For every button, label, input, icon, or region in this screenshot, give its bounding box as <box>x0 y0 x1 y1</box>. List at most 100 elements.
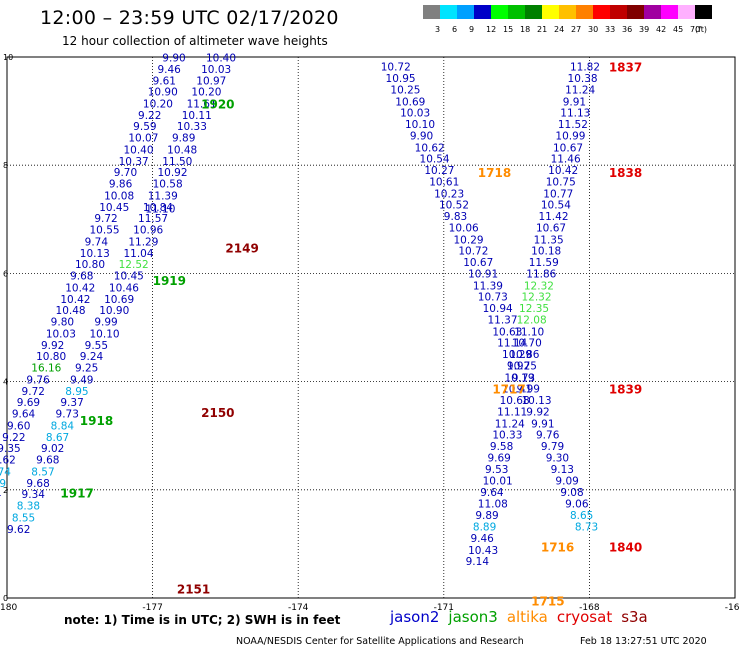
wave-height-value: 12.52 <box>119 259 149 271</box>
wave-height-value: 10.48 <box>56 305 86 317</box>
colorbar-swatch <box>695 5 712 19</box>
legend-item-s3a: s3a <box>621 608 648 626</box>
wave-height-value: 10.42 <box>548 165 578 177</box>
wave-height-value: 9.99 <box>517 384 540 396</box>
wave-height-value: 12.35 <box>519 303 549 315</box>
legend-item-cryosat: cryosat <box>556 608 613 626</box>
wave-height-value: 10.54 <box>420 154 450 166</box>
colorbar-label: 6 <box>452 25 458 34</box>
wave-height-value: 9.89 <box>172 133 195 145</box>
wave-height-value: 9.79 <box>541 441 564 453</box>
wave-height-value: 10.10 <box>405 119 435 131</box>
wave-height-value: 11.46 <box>551 154 581 166</box>
wave-height-value: 10.38 <box>568 73 598 85</box>
wave-height-value: 9.22 <box>2 432 25 444</box>
wave-height-value: 8.65 <box>570 510 593 522</box>
pass-time-label: 1716 <box>541 541 574 555</box>
wave-height-value: 10.58 <box>153 179 183 191</box>
y-tick-label: 8 <box>3 161 8 170</box>
wave-height-value: 11.24 <box>495 418 525 430</box>
wave-height-value: 11.13 <box>560 108 590 120</box>
wave-height-value: 9.24 <box>80 351 104 363</box>
wave-height-value: 8.73 <box>575 522 598 534</box>
wave-height-value: 9.91 <box>563 96 586 108</box>
wave-height-value: 10.03 <box>201 64 231 76</box>
colorbar-label: 70 <box>690 25 701 34</box>
wave-height-value: 9.91 <box>531 418 554 430</box>
colorbar-swatch <box>678 5 695 19</box>
wave-height-value: 10.20 <box>143 99 173 111</box>
x-tick-label: -168 <box>579 603 600 613</box>
wave-height-value: 10.42 <box>65 282 95 294</box>
wave-height-value: 10.67 <box>463 257 493 269</box>
colorbar-swatch <box>661 5 678 19</box>
wave-height-value: 10.19 <box>504 372 534 384</box>
page-subtitle: 12 hour collection of altimeter wave hei… <box>62 34 328 48</box>
x-tick-label: -165 <box>725 603 740 613</box>
wave-height-value: 10.96 <box>133 225 163 237</box>
wave-height-value: 9.72 <box>94 213 117 225</box>
wave-height-value: 10.75 <box>546 176 576 188</box>
wave-height-value: 9.72 <box>22 386 45 398</box>
wave-height-value: 10.72 <box>381 62 411 74</box>
wave-height-value: 10.72 <box>458 246 488 258</box>
wave-height-value: 11.57 <box>138 213 168 225</box>
wave-height-value: 10.25 <box>507 360 537 372</box>
wave-height-value: 9.34 <box>22 489 46 501</box>
wave-height-value: 11.42 <box>538 211 568 223</box>
wave-height-value: 10.27 <box>424 165 454 177</box>
wave-height-value: 9.62 <box>0 455 16 467</box>
wave-height-value: 11.10 <box>514 326 544 338</box>
x-tick-label: -171 <box>434 603 454 613</box>
colorbar-swatch <box>559 5 576 19</box>
colorbar-swatch <box>593 5 610 19</box>
wave-height-value: 11.24 <box>565 84 595 96</box>
wave-height-value: 10.45 <box>114 271 144 283</box>
y-tick-label: 10 <box>3 53 13 62</box>
pass-time-label: 1839 <box>609 383 642 397</box>
wave-height-value: 10.20 <box>191 87 221 99</box>
wave-height-value: 9.73 <box>512 372 535 384</box>
wave-height-value: 9.06 <box>565 498 589 510</box>
wave-height-value: 9.76 <box>26 374 50 386</box>
wave-height-value: 10.62 <box>415 142 445 154</box>
wave-height-value: 10.61 <box>429 176 459 188</box>
wave-height-value: 9.55 <box>85 340 108 352</box>
colorbar-swatch <box>644 5 661 19</box>
footer-timestamp: Feb 18 13:27:51 UTC 2020 <box>580 636 707 647</box>
wave-height-value: 10.55 <box>90 225 120 237</box>
wave-height-value: 10.06 <box>449 222 479 234</box>
page-title: 12:00 – 23:59 UTC 02/17/2020 <box>40 7 339 29</box>
wave-height-value: 9.53 <box>485 464 508 476</box>
wave-height-value: 10.48 <box>167 145 197 157</box>
wave-height-value: 10.67 <box>536 222 566 234</box>
wave-height-value: 11.37 <box>487 314 517 326</box>
wave-height-value: 8.57 <box>31 466 54 478</box>
wave-height-value: 9.49 <box>70 374 93 386</box>
wave-height-value: 10.70 <box>512 338 542 350</box>
wave-height-value: 9.86 <box>109 179 133 191</box>
wave-height-value: 9.97 <box>507 360 530 372</box>
wave-height-value: 10.52 <box>439 200 469 212</box>
colorbar-swatch <box>508 5 525 19</box>
colorbar-unit: (ft) <box>695 25 708 34</box>
wave-height-value: 9.80 <box>51 317 74 329</box>
wave-height-value: 10.43 <box>468 545 498 557</box>
wave-height-value: 9.46 <box>157 64 181 76</box>
colorbar-swatch <box>474 5 491 19</box>
wave-height-value: 11.04 <box>123 248 153 260</box>
wave-height-value: 9.92 <box>41 340 64 352</box>
colorbar-label: 12 <box>486 25 497 34</box>
wave-height-value: 10.03 <box>46 328 76 340</box>
x-tick-label: -177 <box>142 603 162 613</box>
colorbar-label: 3 <box>435 25 441 34</box>
wave-height-value: 9.68 <box>36 455 59 467</box>
wave-height-value: 9.61 <box>153 75 176 87</box>
wave-height-value: 9.60 <box>7 420 30 432</box>
pass-time-label: 1840 <box>609 541 642 555</box>
wave-height-value: 10.46 <box>109 282 139 294</box>
wave-height-value: 10.86 <box>509 349 539 361</box>
wave-height-value: 9.46 <box>470 533 494 545</box>
wave-height-value: 9.64 <box>480 487 504 499</box>
wave-height-value: 9.89 <box>475 510 498 522</box>
